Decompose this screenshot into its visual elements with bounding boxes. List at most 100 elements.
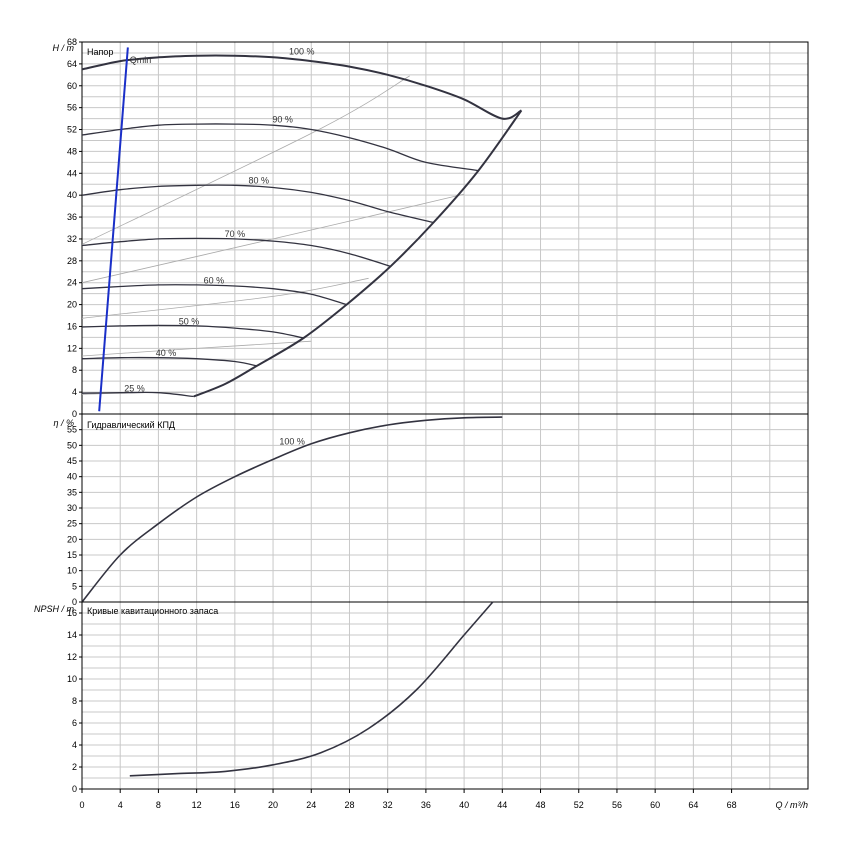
y-tick-label: 0 [72, 597, 77, 607]
head-axis-label: H / m [53, 43, 75, 53]
system-curve [81, 75, 410, 245]
panel-frame [81, 601, 809, 790]
x-tick-label: 64 [688, 800, 698, 810]
head-curve [81, 54, 522, 120]
head-curve-label: 25 % [124, 384, 145, 394]
y-tick-label: 55 [67, 425, 77, 435]
x-tick-label: 56 [612, 800, 622, 810]
head-curve [81, 391, 194, 398]
y-tick-label: 45 [67, 456, 77, 466]
y-tick-label: 40 [67, 190, 77, 200]
x-tick-label: 16 [230, 800, 240, 810]
y-tick-label: 60 [67, 81, 77, 91]
x-tick-label: 68 [727, 800, 737, 810]
y-tick-label: 36 [67, 212, 77, 222]
efficiency-axis-label: η / % [53, 418, 74, 428]
head-grid [81, 41, 809, 415]
x-tick-label: 24 [306, 800, 316, 810]
head-panel-title: Напор [87, 47, 113, 57]
head-curve-label: 70 % [225, 229, 246, 239]
head-curve [81, 356, 257, 367]
efficiency-y-tick-labels: 0 5 10 15 20 25 30 35 40 45 50 55 [67, 425, 82, 607]
y-tick-label: 16 [67, 608, 77, 618]
head-curve [81, 324, 304, 339]
x-tick-labels: 0 4 8 12 16 20 24 28 32 36 40 44 48 52 56 60 64 68 [79, 789, 737, 810]
npsh-curve [129, 601, 494, 777]
max-flow-boundary [193, 109, 523, 398]
y-tick-label: 68 [67, 37, 77, 47]
y-tick-label: 20 [67, 300, 77, 310]
efficiency-panel-title: Гидравлический КПД [87, 420, 175, 430]
y-tick-label: 8 [72, 696, 77, 706]
efficiency-panel: 100 % 0 5 10 15 20 25 30 35 40 45 50 55 Гидравличес… [53, 413, 809, 607]
head-curve-label: 50 % [179, 316, 200, 326]
x-tick-label: 12 [192, 800, 202, 810]
y-tick-label: 5 [72, 581, 77, 591]
head-curve-label: 100 % [289, 47, 315, 57]
head-curve [81, 123, 479, 172]
y-tick-label: 64 [67, 59, 77, 69]
y-tick-label: 56 [67, 103, 77, 113]
x-tick-label: 8 [156, 800, 161, 810]
y-tick-label: 48 [67, 146, 77, 156]
x-tick-label: 20 [268, 800, 278, 810]
head-curve [81, 237, 391, 267]
npsh-panel-title: Кривые кавитационного запаса [87, 606, 218, 616]
head-curves [81, 47, 523, 412]
head-curve-label: 40 % [156, 348, 177, 358]
y-tick-label: 32 [67, 234, 77, 244]
y-tick-label: 30 [67, 503, 77, 513]
y-tick-label: 2 [72, 762, 77, 772]
y-tick-label: 15 [67, 550, 77, 560]
y-tick-label: 0 [72, 784, 77, 794]
y-tick-label: 44 [67, 168, 77, 178]
y-tick-label: 14 [67, 630, 77, 640]
x-tick-label: 48 [536, 800, 546, 810]
x-tick-label: 40 [459, 800, 469, 810]
head-curve-label: 80 % [248, 176, 269, 186]
x-tick-label: 32 [383, 800, 393, 810]
y-tick-label: 10 [67, 674, 77, 684]
head-curve [81, 284, 347, 306]
y-tick-label: 35 [67, 487, 77, 497]
npsh-axis-label: NPSH / m [34, 604, 75, 614]
npsh-panel: 0 2 4 6 8 10 12 14 16 Кривые кавитационного запа… [34, 601, 809, 794]
x-tick-label: 0 [79, 800, 84, 810]
x-tick-label: 60 [650, 800, 660, 810]
y-tick-label: 16 [67, 321, 77, 331]
npsh-curves [129, 601, 494, 777]
efficiency-curve-labels: 100 % [279, 436, 305, 446]
y-tick-label: 10 [67, 566, 77, 576]
y-tick-label: 12 [67, 343, 77, 353]
y-tick-label: 0 [72, 409, 77, 419]
y-tick-label: 12 [67, 652, 77, 662]
npsh-y-tick-labels: 0 2 4 6 8 10 12 14 16 [67, 608, 82, 794]
y-tick-label: 8 [72, 365, 77, 375]
y-tick-label: 4 [72, 740, 77, 750]
y-tick-label: 24 [67, 278, 77, 288]
head-system-curves [81, 75, 465, 395]
y-tick-label: 6 [72, 718, 77, 728]
y-tick-label: 4 [72, 387, 77, 397]
system-curve [81, 340, 312, 357]
efficiency-curve-label: 100 % [279, 436, 305, 446]
efficiency-curves [81, 416, 503, 603]
y-tick-label: 20 [67, 534, 77, 544]
y-tick-label: 40 [67, 472, 77, 482]
efficiency-curve [81, 416, 503, 603]
qmin-line [98, 47, 129, 412]
x-tick-label: 28 [344, 800, 354, 810]
system-curve [81, 277, 369, 319]
head-panel: 100 % 90 % 80 % 70 % 60 % 50 % 40 % 25 % Qmin 0 4… [53, 37, 809, 419]
qmin-label: Qmin [130, 55, 152, 65]
head-curve [81, 184, 434, 224]
y-tick-label: 52 [67, 125, 77, 135]
head-curve-label: 60 % [204, 275, 225, 285]
x-tick-label: 4 [118, 800, 123, 810]
head-curve-labels: 100 % 90 % 80 % 70 % 60 % 50 % 40 % 25 % Qmin [124, 47, 314, 394]
x-tick-label: 44 [497, 800, 507, 810]
x-tick-label: 36 [421, 800, 431, 810]
